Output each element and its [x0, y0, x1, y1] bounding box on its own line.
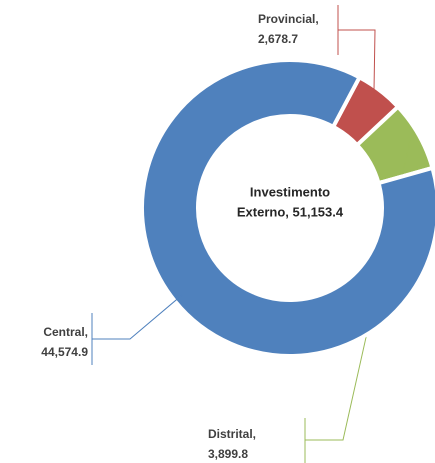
- donut-slice: [140, 58, 435, 358]
- value-label: 3,899.8: [208, 447, 248, 461]
- value-label: 2,678.7: [258, 32, 298, 46]
- center-label: Investimento: [250, 184, 330, 199]
- category-label: Central,: [43, 325, 88, 339]
- leader-line: [92, 294, 183, 340]
- category-label: Distrital,: [208, 427, 256, 441]
- center-label: Externo, 51,153.4: [237, 204, 344, 219]
- value-label: 44,574.9: [41, 345, 88, 359]
- category-label: Provincial,: [258, 12, 319, 26]
- leader-line: [338, 29, 376, 99]
